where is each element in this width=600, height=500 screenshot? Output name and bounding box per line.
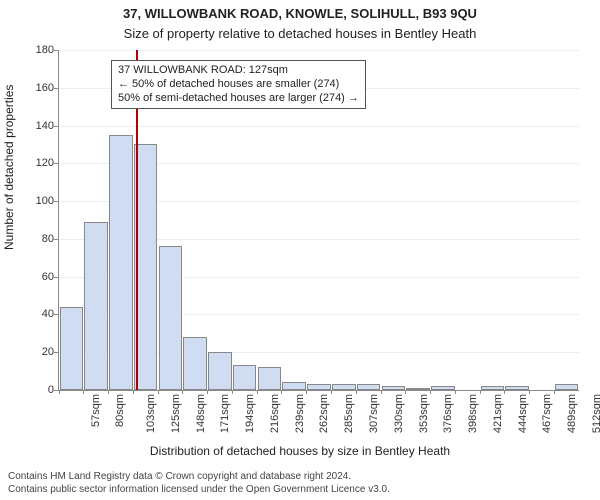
histogram-bar: [183, 337, 207, 390]
y-tick-label: 80: [30, 233, 54, 245]
x-tick-label: 467sqm: [541, 394, 553, 433]
histogram-bar: [159, 246, 183, 390]
x-tick-label: 376sqm: [442, 394, 454, 433]
x-tick-label: 262sqm: [319, 394, 331, 433]
x-tick-label: 421sqm: [492, 394, 504, 433]
plot-area: 37 WILLOWBANK ROAD: 127sqm ← 50% of deta…: [58, 50, 579, 391]
x-tick-label: 171sqm: [220, 394, 232, 433]
x-tick-label: 125sqm: [170, 394, 182, 433]
x-tick-label: 512sqm: [591, 394, 600, 433]
y-tick-label: 60: [30, 271, 54, 283]
histogram-bar: [109, 135, 133, 390]
x-tick-label: 398sqm: [467, 394, 479, 433]
histogram-bar: [332, 384, 356, 390]
histogram-bar: [282, 382, 306, 390]
x-tick-label: 103sqm: [145, 394, 157, 433]
x-tick-label: 353sqm: [418, 394, 430, 433]
x-tick-label: 239sqm: [294, 394, 306, 433]
x-tick-label: 216sqm: [269, 394, 281, 433]
annotation-line-2: ← 50% of detached houses are smaller (27…: [118, 78, 359, 92]
histogram-bar: [431, 386, 455, 390]
histogram-bar: [357, 384, 381, 390]
x-tick-label: 330sqm: [393, 394, 405, 433]
histogram-bar: [406, 388, 430, 390]
y-tick-label: 180: [30, 44, 54, 56]
title-line-2: Size of property relative to detached ho…: [0, 26, 600, 41]
chart-container: 37, WILLOWBANK ROAD, KNOWLE, SOLIHULL, B…: [0, 0, 600, 500]
histogram-bar: [307, 384, 331, 390]
y-tick-label: 40: [30, 308, 54, 320]
credits-line-2: Contains public sector information licen…: [8, 484, 390, 497]
x-axis-label: Distribution of detached houses by size …: [0, 444, 600, 458]
annotation-line-3: 50% of semi-detached houses are larger (…: [118, 92, 359, 106]
x-tick-label: 194sqm: [244, 394, 256, 433]
histogram-bar: [555, 384, 579, 390]
y-tick-label: 120: [30, 157, 54, 169]
title-line-1: 37, WILLOWBANK ROAD, KNOWLE, SOLIHULL, B…: [0, 6, 600, 21]
x-tick-label: 285sqm: [343, 394, 355, 433]
annotation-line-1: 37 WILLOWBANK ROAD: 127sqm: [118, 64, 359, 78]
histogram-bar: [208, 352, 232, 390]
x-tick-label: 307sqm: [368, 394, 380, 433]
histogram-bar: [84, 222, 108, 390]
y-axis-label: Number of detached properties: [2, 85, 16, 250]
annotation-box: 37 WILLOWBANK ROAD: 127sqm ← 50% of deta…: [111, 60, 366, 109]
histogram-bar: [481, 386, 505, 390]
histogram-bar: [505, 386, 529, 390]
y-tick-label: 160: [30, 82, 54, 94]
y-tick-label: 0: [30, 384, 54, 396]
x-tick-label: 444sqm: [517, 394, 529, 433]
x-tick-label: 148sqm: [195, 394, 207, 433]
x-tick-label: 489sqm: [566, 394, 578, 433]
histogram-bar: [233, 365, 257, 390]
x-tick-label: 80sqm: [114, 394, 126, 427]
y-tick-label: 140: [30, 120, 54, 132]
x-tick-label: 57sqm: [90, 394, 102, 427]
y-tick-label: 100: [30, 195, 54, 207]
histogram-bar: [382, 386, 406, 390]
credits-line-1: Contains HM Land Registry data © Crown c…: [8, 471, 390, 484]
histogram-bar: [60, 307, 84, 390]
credits: Contains HM Land Registry data © Crown c…: [8, 471, 390, 496]
histogram-bar: [258, 367, 282, 390]
y-tick-label: 20: [30, 346, 54, 358]
